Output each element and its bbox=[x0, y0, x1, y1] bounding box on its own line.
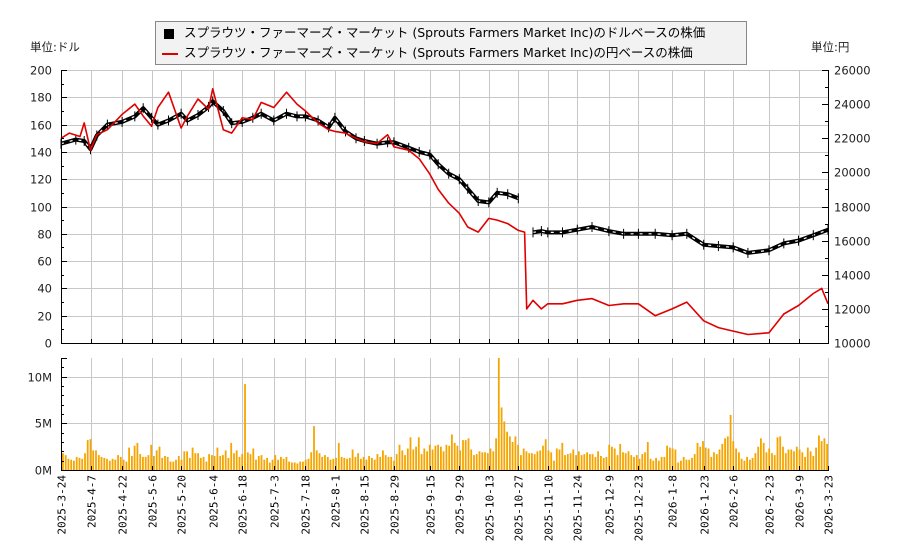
svg-text:60: 60 bbox=[37, 255, 52, 269]
svg-text:2025-4-7: 2025-4-7 bbox=[86, 475, 99, 528]
svg-text:2026-2-6: 2026-2-6 bbox=[728, 475, 741, 528]
svg-text:2025-5-6: 2025-5-6 bbox=[147, 475, 160, 528]
svg-text:22000: 22000 bbox=[834, 132, 871, 146]
svg-text:2025-8-29: 2025-8-29 bbox=[389, 475, 402, 535]
chart-axes bbox=[61, 70, 829, 471]
axis-labels: 2025-3-24 2025-4-7 2025-4-22 2025-5-6 2025-5… bbox=[27, 64, 870, 542]
svg-text:2025-7-3: 2025-7-3 bbox=[269, 475, 282, 528]
svg-text:2025-10-13: 2025-10-13 bbox=[484, 475, 497, 541]
svg-text:2026-1-8: 2026-1-8 bbox=[667, 475, 680, 528]
svg-text:2025-9-15: 2025-9-15 bbox=[425, 475, 438, 535]
svg-text:2025-8-1: 2025-8-1 bbox=[330, 475, 343, 528]
svg-text:24000: 24000 bbox=[834, 98, 871, 112]
svg-text:2025-5-20: 2025-5-20 bbox=[176, 475, 189, 535]
svg-text:2025-4-22: 2025-4-22 bbox=[117, 475, 130, 535]
svg-text:40: 40 bbox=[37, 282, 52, 296]
svg-text:100: 100 bbox=[30, 201, 52, 215]
svg-text:2026-2-23: 2026-2-23 bbox=[764, 475, 777, 535]
svg-text:160: 160 bbox=[30, 119, 52, 133]
chart-legend: スプラウツ・ファーマーズ・マーケット (Sprouts Farmers Mark… bbox=[155, 21, 747, 65]
red-line-icon bbox=[162, 52, 178, 55]
svg-text:2025-9-29: 2025-9-29 bbox=[454, 475, 467, 535]
svg-text:2025-6-4: 2025-6-4 bbox=[208, 475, 221, 528]
svg-text:2026-1-23: 2026-1-23 bbox=[699, 475, 712, 535]
svg-text:18000: 18000 bbox=[834, 201, 871, 215]
svg-text:12000: 12000 bbox=[834, 303, 871, 317]
svg-text:10000: 10000 bbox=[834, 337, 871, 351]
svg-text:20000: 20000 bbox=[834, 166, 871, 180]
svg-text:2025-6-18: 2025-6-18 bbox=[237, 475, 250, 535]
legend-usd-label: スプラウツ・ファーマーズ・マーケット (Sprouts Farmers Mark… bbox=[184, 25, 706, 40]
price-grid bbox=[61, 70, 829, 344]
svg-text:2025-12-9: 2025-12-9 bbox=[604, 475, 617, 535]
left-axis-unit: 単位:ドル bbox=[30, 40, 80, 54]
legend-item-jpy: スプラウツ・ファーマーズ・マーケット (Sprouts Farmers Mark… bbox=[162, 43, 693, 63]
right-axis-unit: 単位:円 bbox=[811, 40, 850, 54]
svg-text:2025-11-10: 2025-11-10 bbox=[543, 475, 556, 541]
legend-jpy-label: スプラウツ・ファーマーズ・マーケット (Sprouts Farmers Mark… bbox=[184, 45, 693, 60]
svg-text:2025-8-15: 2025-8-15 bbox=[359, 475, 372, 535]
svg-text:16000: 16000 bbox=[834, 235, 871, 249]
legend-item-usd: スプラウツ・ファーマーズ・マーケット (Sprouts Farmers Mark… bbox=[162, 23, 705, 43]
svg-text:2025-12-23: 2025-12-23 bbox=[633, 475, 646, 541]
svg-text:2025-11-24: 2025-11-24 bbox=[572, 475, 585, 542]
svg-text:5M: 5M bbox=[35, 417, 52, 431]
svg-text:120: 120 bbox=[30, 173, 52, 187]
svg-text:26000: 26000 bbox=[834, 64, 871, 78]
svg-text:20: 20 bbox=[37, 310, 52, 324]
volume-bars bbox=[62, 358, 828, 470]
svg-text:2025-3-24: 2025-3-24 bbox=[56, 475, 69, 535]
svg-text:80: 80 bbox=[37, 228, 52, 242]
svg-text:14000: 14000 bbox=[834, 269, 871, 283]
svg-text:2026-3-9: 2026-3-9 bbox=[794, 475, 807, 528]
svg-text:2025-10-27: 2025-10-27 bbox=[513, 475, 526, 541]
black-square-icon bbox=[164, 28, 174, 39]
svg-text:140: 140 bbox=[30, 146, 52, 160]
svg-text:180: 180 bbox=[30, 91, 52, 105]
svg-text:2026-3-23: 2026-3-23 bbox=[823, 475, 836, 535]
svg-text:200: 200 bbox=[30, 64, 52, 78]
svg-text:10M: 10M bbox=[27, 371, 52, 385]
svg-text:0: 0 bbox=[45, 337, 52, 351]
svg-text:2025-7-18: 2025-7-18 bbox=[300, 475, 313, 535]
svg-text:0M: 0M bbox=[35, 464, 52, 478]
usd-price-series bbox=[60, 96, 829, 258]
jpy-price-series bbox=[60, 88, 829, 336]
